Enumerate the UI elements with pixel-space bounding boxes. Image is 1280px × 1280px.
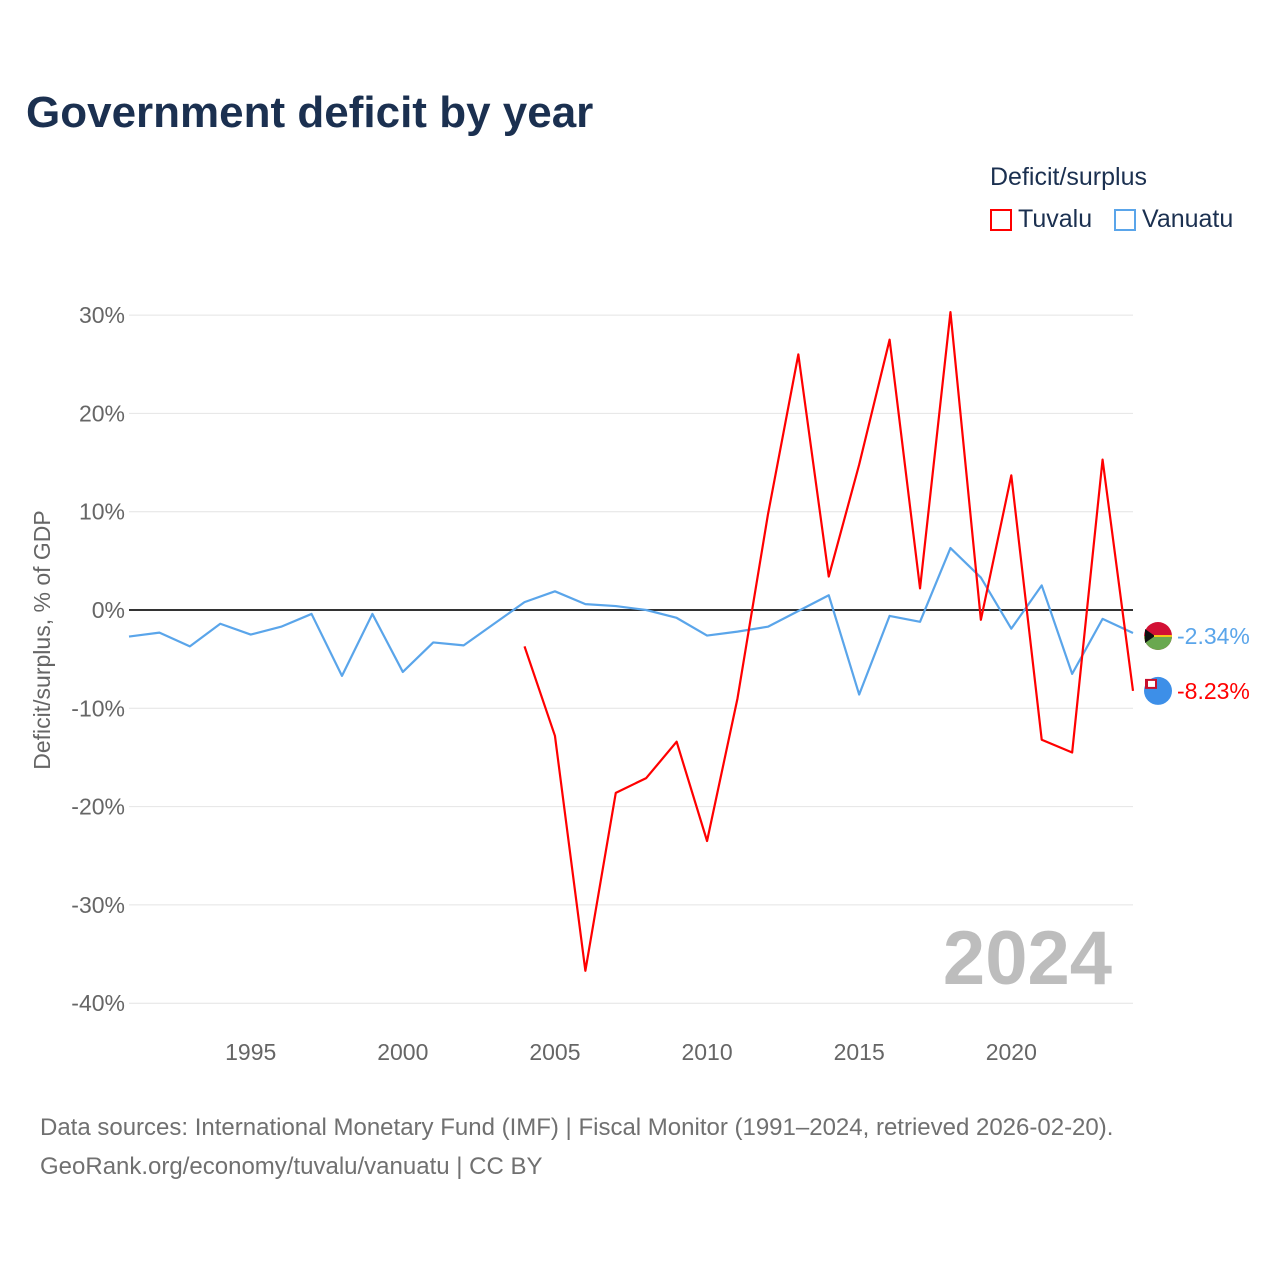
year-watermark: 2024 [943,916,1112,1001]
x-tick-label: 2005 [529,1039,580,1065]
legend-label: Vanuatu [1142,205,1234,233]
y-tick-label: 0% [92,597,125,623]
x-tick-label: 2010 [681,1039,732,1065]
series-line-tuvalu [523,311,1135,972]
x-tick-label: 2015 [834,1039,885,1065]
legend-label: Tuvalu [1018,205,1093,233]
legend-item-vanuatu[interactable]: Vanuatu [1114,205,1233,234]
source-line-1: Data sources: International Monetary Fun… [40,1114,1114,1141]
chart-title: Government deficit by year [26,88,594,137]
y-tick-label: 20% [79,400,125,426]
vanuatu-flag-green [1144,636,1172,651]
source-note: Data sources: International Monetary Fun… [40,1108,1113,1186]
y-tick-label: -40% [71,990,125,1016]
series-line-vanuatu [128,546,1134,696]
legend-title: Deficit/surplus [990,163,1147,191]
x-tick-label: 1995 [225,1039,276,1065]
source-line-2[interactable]: GeoRank.org/economy/tuvalu/vanuatu | CC … [40,1153,543,1180]
legend-item-tuvalu[interactable]: Tuvalu [990,205,1092,234]
vanuatu-flag-triangle [1145,629,1155,644]
end-value-label: -2.34% [1177,623,1250,649]
y-tick-label: -20% [71,794,125,820]
x-tick-label: 2000 [377,1039,428,1065]
tuvalu-flag-union-inner [1148,680,1155,687]
end-value-label: -8.23% [1177,678,1250,704]
legend-swatch-tuvalu [990,208,1012,231]
legend-swatch-vanuatu [1114,208,1136,231]
y-axis-label: Deficit/surplus, % of GDP [29,510,55,769]
y-tick-label: 10% [79,499,125,525]
y-tick-label: 30% [79,302,125,328]
y-tick-label: -10% [71,695,125,721]
y-tick-label: -30% [71,892,125,918]
x-tick-label: 2020 [986,1039,1037,1065]
